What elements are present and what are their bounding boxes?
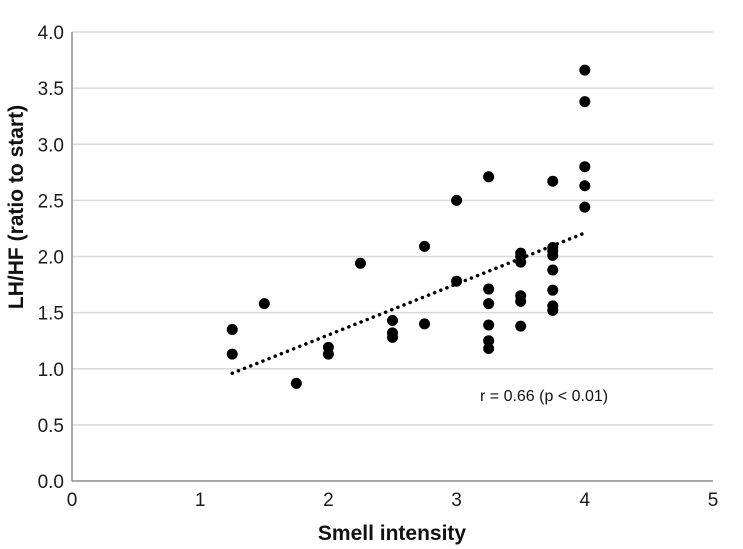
x-tick-label: 4 — [580, 490, 591, 511]
y-tick-label: 2.5 — [38, 191, 64, 212]
data-point — [483, 319, 495, 331]
y-tick-label: 4.0 — [38, 23, 64, 44]
y-tick-label: 2.0 — [38, 248, 64, 269]
data-point — [515, 320, 527, 332]
data-point — [387, 331, 398, 343]
grid-lines — [72, 31, 713, 426]
trendline — [230, 231, 587, 375]
data-point — [547, 264, 559, 276]
x-tick-labels: 0 1 2 3 4 5 — [67, 490, 719, 511]
x-tick-label: 2 — [323, 490, 334, 511]
correlation-annotation: r = 0.66 (p < 0.01) — [480, 388, 608, 405]
data-point — [322, 348, 334, 360]
data-point — [579, 180, 591, 192]
data-point — [451, 194, 463, 206]
data-point — [547, 304, 559, 316]
x-tick-label: 1 — [195, 490, 206, 511]
x-tick-label: 3 — [451, 490, 462, 511]
data-point — [226, 348, 238, 360]
data-point — [451, 275, 463, 287]
y-tick-label: 3.0 — [38, 135, 64, 156]
data-point — [483, 283, 495, 295]
x-tick-label: 5 — [708, 490, 719, 511]
y-axis-title: LH/HF (ratio to start) — [5, 105, 28, 309]
data-point — [483, 171, 495, 183]
data-point — [483, 335, 495, 347]
data-point — [483, 298, 495, 310]
data-point — [515, 295, 527, 307]
data-point — [258, 298, 270, 310]
data-point — [579, 161, 591, 173]
trendline-group — [230, 231, 587, 375]
data-point — [226, 323, 238, 335]
y-tick-labels: 0.0 0.5 1.0 1.5 2.0 2.5 3.0 3.5 4.0 — [38, 23, 64, 493]
data-point — [354, 257, 366, 269]
data-point — [547, 175, 559, 187]
data-point — [419, 240, 431, 252]
y-tick-label: 0.5 — [38, 416, 64, 437]
y-tick-label: 3.5 — [38, 79, 64, 100]
data-point — [579, 201, 591, 213]
y-tick-label: 1.5 — [38, 304, 64, 325]
data-point — [419, 318, 431, 330]
data-point — [515, 256, 527, 268]
y-tick-label: 0.0 — [38, 472, 64, 493]
data-point — [387, 314, 398, 326]
axes — [71, 32, 713, 482]
data-point — [579, 96, 591, 108]
data-point — [579, 64, 591, 76]
data-point — [547, 284, 559, 296]
y-tick-label: 1.0 — [38, 360, 64, 381]
x-tick-label: 0 — [67, 490, 78, 511]
data-point — [483, 343, 495, 355]
x-axis-title: Smell intensity — [318, 522, 467, 545]
data-points — [226, 64, 591, 389]
data-point — [290, 377, 302, 389]
data-point — [547, 249, 559, 261]
